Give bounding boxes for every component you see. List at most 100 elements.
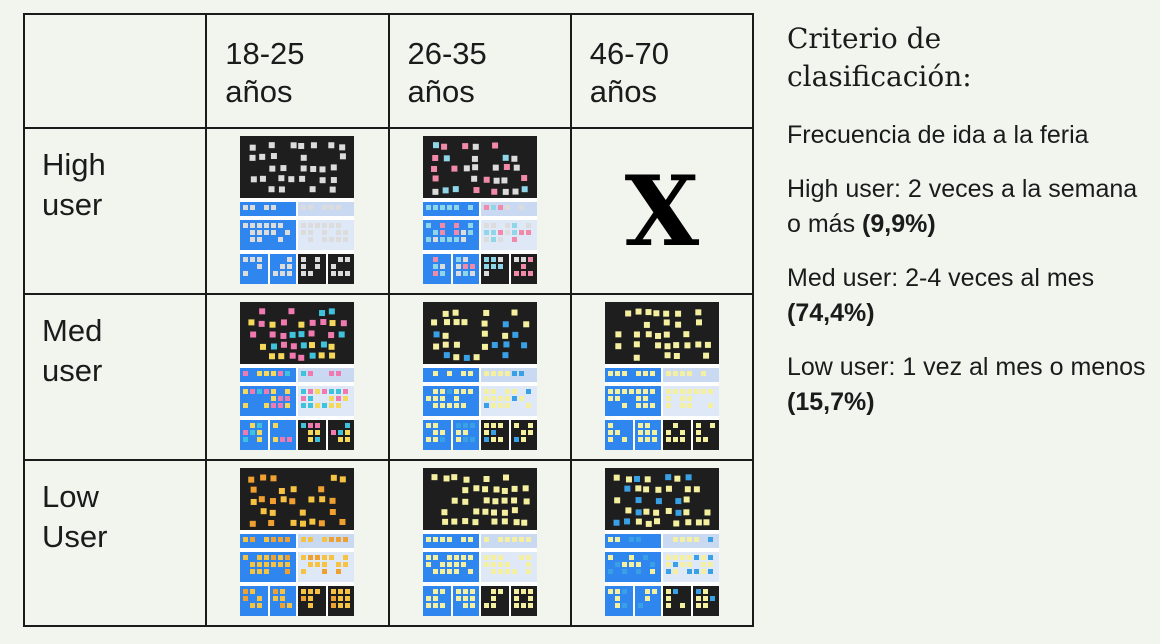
sticky-note	[683, 496, 690, 503]
sticky-note	[260, 474, 267, 481]
sticky-note	[490, 230, 496, 235]
sticky-note	[301, 371, 307, 376]
sticky-note	[614, 389, 620, 394]
board-drawing	[240, 302, 355, 450]
sticky-note	[460, 562, 466, 567]
sticky-note	[674, 321, 681, 328]
sticky-note	[513, 271, 519, 276]
board-thumbnail[interactable]	[240, 136, 355, 284]
sticky-note	[653, 310, 660, 317]
sticky-note	[287, 257, 293, 262]
sticky-note	[330, 186, 337, 193]
board-drawing	[422, 468, 537, 616]
sticky-note	[301, 230, 307, 235]
sticky-note	[686, 562, 692, 567]
sticky-note	[243, 430, 249, 435]
sticky-note	[452, 309, 459, 316]
sticky-note	[310, 319, 317, 326]
sticky-note	[483, 475, 490, 482]
header-row: 18-25 años 26-35 años 46-70 años	[22, 13, 755, 129]
sticky-note	[490, 264, 496, 269]
sticky-note	[339, 144, 346, 151]
sticky-note	[625, 476, 632, 483]
board-thumbnail[interactable]	[240, 302, 355, 450]
sticky-note	[251, 498, 258, 505]
sticky-note	[279, 487, 286, 494]
sticky-note	[702, 352, 709, 359]
sticky-note	[299, 175, 306, 182]
sticky-note	[331, 474, 338, 481]
sticky-note	[315, 437, 321, 442]
sticky-note	[260, 175, 267, 182]
sticky-note	[655, 486, 662, 493]
sticky-note	[331, 264, 337, 269]
sticky-note	[645, 331, 652, 338]
sticky-note	[520, 430, 526, 435]
board-thumbnail[interactable]	[422, 136, 537, 284]
sticky-note	[461, 518, 468, 525]
sticky-note	[446, 569, 452, 574]
sticky-note	[693, 569, 699, 574]
sticky-note	[322, 205, 328, 210]
sticky-note	[679, 371, 685, 376]
sticky-note	[328, 332, 335, 339]
sticky-note	[490, 188, 497, 195]
sticky-note	[309, 186, 316, 193]
sticky-note	[298, 321, 305, 328]
sticky-note	[471, 164, 478, 171]
sticky-note	[264, 569, 270, 574]
sticky-note	[259, 496, 266, 503]
sticky-note	[483, 205, 489, 210]
sticky-note	[243, 589, 249, 594]
sticky-note	[329, 320, 336, 327]
board-thumbnail[interactable]	[604, 302, 719, 450]
sticky-note	[329, 396, 335, 401]
sticky-note	[527, 589, 533, 594]
sticky-note	[308, 389, 314, 394]
sticky-note	[665, 474, 672, 481]
board-thumbnail[interactable]	[422, 302, 537, 450]
sticky-note	[525, 389, 531, 394]
sticky-note	[511, 507, 518, 514]
board-canvas	[422, 136, 537, 198]
sticky-note	[635, 509, 642, 516]
board-cell	[387, 293, 572, 461]
sticky-note	[491, 518, 498, 525]
sticky-note	[502, 188, 509, 195]
sticky-note	[644, 430, 650, 435]
board-thumbnail[interactable]	[604, 468, 719, 616]
sticky-note	[520, 257, 526, 262]
sticky-note	[322, 230, 328, 235]
sticky-note	[329, 371, 335, 376]
sticky-note	[490, 389, 496, 394]
sticky-note	[331, 177, 338, 184]
sticky-note	[523, 498, 530, 505]
sticky-note	[442, 332, 449, 339]
sticky-note	[637, 437, 643, 442]
sticky-note	[642, 486, 649, 493]
sticky-note	[343, 396, 349, 401]
board-drawing	[422, 136, 537, 284]
sticky-note	[513, 257, 519, 262]
sticky-note	[490, 603, 496, 608]
sticky-note	[338, 596, 344, 601]
sticky-note	[439, 230, 445, 235]
sticky-note	[443, 352, 450, 359]
sticky-note	[665, 569, 671, 574]
sticky-note	[338, 271, 344, 276]
criteria-percentage: (15,7%)	[787, 388, 875, 416]
sticky-note	[329, 403, 335, 408]
sticky-note	[453, 555, 459, 560]
sticky-note	[441, 509, 448, 516]
sticky-note	[301, 596, 307, 601]
board-thumbnail[interactable]	[240, 468, 355, 616]
board-thumbnail[interactable]	[422, 468, 537, 616]
board-drawing	[604, 302, 719, 450]
sticky-note	[300, 509, 307, 516]
sticky-note	[462, 430, 468, 435]
sticky-note	[336, 371, 342, 376]
sticky-note	[483, 562, 489, 567]
sticky-note	[278, 371, 284, 376]
sticky-note	[285, 569, 291, 574]
sticky-note	[257, 555, 263, 560]
